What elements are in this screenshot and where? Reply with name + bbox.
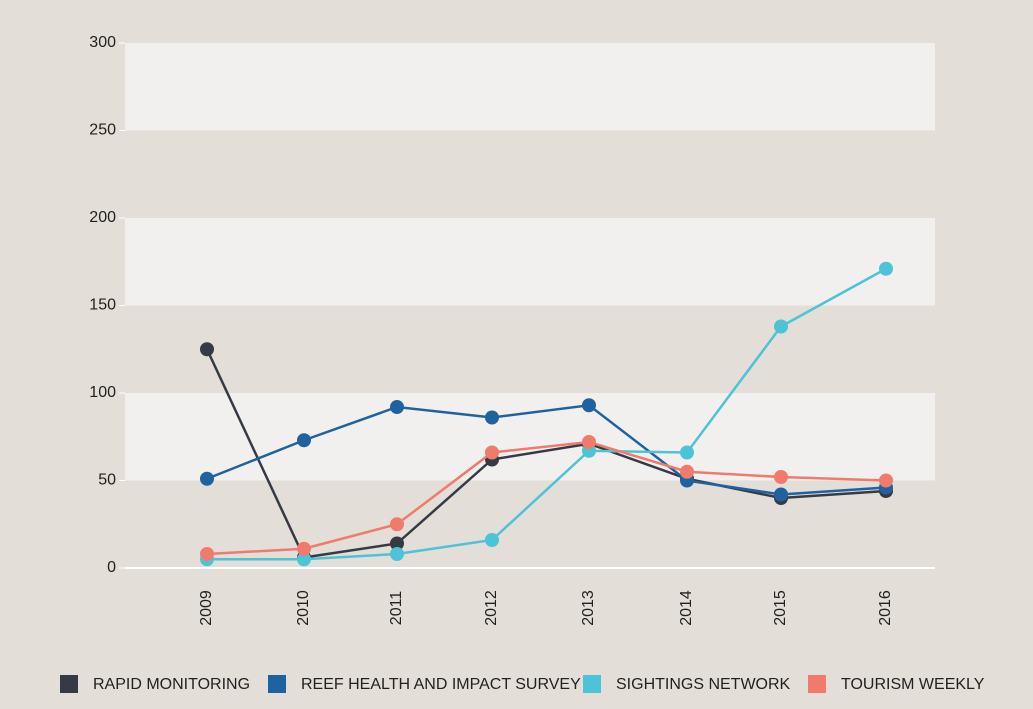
- legend-label: TOURISM WEEKLY: [841, 676, 985, 693]
- legend-swatch: [60, 675, 78, 693]
- y-tick-label: 100: [89, 384, 116, 401]
- series-line: [205, 348, 887, 559]
- grid-band: [125, 43, 935, 131]
- data-point: [485, 410, 499, 425]
- data-point: [297, 541, 311, 556]
- legend-label: RAPID MONITORING: [93, 676, 250, 693]
- data-point: [774, 319, 788, 334]
- data-point: [200, 342, 214, 357]
- legend-swatch: [808, 675, 826, 693]
- y-tick-label: 200: [89, 209, 116, 226]
- x-tick-label: 2014: [678, 590, 695, 626]
- data-point: [390, 536, 404, 551]
- data-point: [297, 552, 311, 567]
- data-point: [390, 400, 404, 414]
- legend-label: REEF HEALTH AND IMPACT SURVEY: [301, 676, 581, 693]
- legend-swatch: [583, 675, 601, 693]
- y-tick-label: 250: [89, 122, 116, 139]
- data-point: [680, 445, 694, 460]
- data-point: [485, 445, 499, 460]
- x-tick-label: 2013: [580, 590, 597, 626]
- x-tick-label: 2011: [388, 591, 405, 626]
- y-tick-label: 0: [107, 559, 116, 576]
- data-point: [390, 547, 404, 561]
- x-tick-label: 2009: [198, 590, 215, 626]
- series-line: [207, 267, 887, 561]
- x-tick-label: 2015: [772, 590, 789, 626]
- data-point: [485, 533, 499, 547]
- data-point: [879, 473, 893, 488]
- x-tick-label: 2012: [483, 590, 500, 626]
- data-point: [774, 470, 788, 484]
- data-point: [297, 433, 311, 448]
- data-point: [390, 517, 404, 532]
- series-line: [206, 440, 887, 556]
- y-tick-label: 150: [89, 297, 116, 314]
- data-point: [680, 464, 694, 479]
- data-point: [200, 547, 214, 561]
- grid-band: [125, 218, 935, 306]
- data-point: [582, 398, 596, 413]
- y-tick-label: 50: [98, 472, 116, 489]
- x-tick-label: 2010: [295, 590, 312, 626]
- series-line: [206, 403, 887, 496]
- legend-swatch: [268, 675, 286, 693]
- y-tick-label: 300: [89, 34, 116, 51]
- data-point: [582, 435, 596, 449]
- data-point: [774, 487, 788, 502]
- data-point: [879, 261, 893, 276]
- x-tick-label: 2016: [877, 590, 894, 626]
- data-point: [200, 471, 214, 486]
- legend-label: SIGHTINGS NETWORK: [616, 676, 791, 693]
